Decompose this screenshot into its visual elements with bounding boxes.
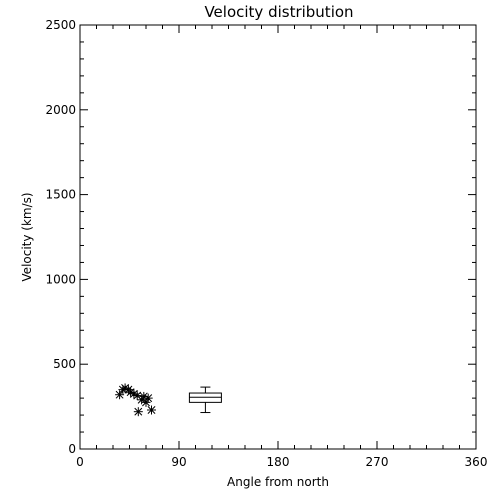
box-plot [188, 386, 222, 414]
y-tick-label: 2000 [45, 103, 76, 117]
data-marks [115, 383, 222, 417]
data-point [147, 405, 156, 415]
y-tick-label: 0 [68, 442, 76, 456]
x-tick-label: 270 [366, 455, 389, 469]
data-point [115, 390, 125, 400]
data-point [143, 393, 153, 403]
x-tick-label: 360 [465, 455, 488, 469]
plot-frame [79, 24, 477, 450]
data-point [133, 407, 143, 417]
tick-labels: 0 90 180 270 360 0 500 1000 1500 2000 2500 [45, 18, 487, 469]
y-axis-label: Velocity (km/s) [20, 192, 34, 281]
y-tick-label: 500 [53, 357, 76, 371]
y-tick-label: 1000 [45, 272, 76, 286]
y-tick-label: 1500 [45, 188, 76, 202]
axis-ticks [79, 24, 477, 450]
y-tick-label: 2500 [45, 18, 76, 32]
x-tick-label: 180 [267, 455, 290, 469]
x-tick-label: 90 [171, 455, 186, 469]
x-tick-label: 0 [76, 455, 84, 469]
chart-title: Velocity distribution [204, 3, 353, 21]
x-axis-label: Angle from north [227, 475, 329, 489]
